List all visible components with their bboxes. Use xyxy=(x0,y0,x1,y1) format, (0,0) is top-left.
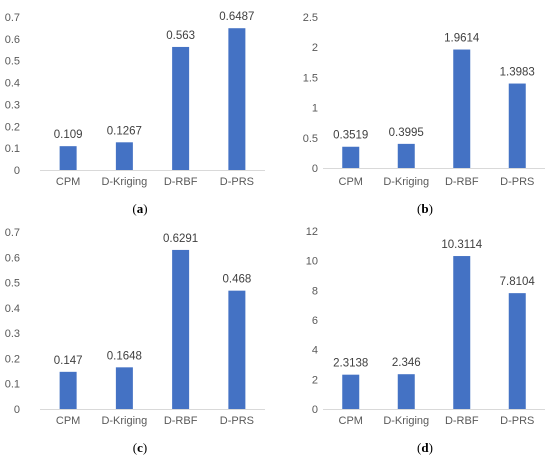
y-tick-label: 4 xyxy=(312,345,318,357)
y-tick-label: 0 xyxy=(312,404,318,416)
chart-panel-a: 0 0.1 0.2 0.3 0.4 0.5 0.6 0.7 0.109 0.1267 0.563 0.… xyxy=(5,11,265,216)
bar xyxy=(228,28,246,171)
data-label: 1.3983 xyxy=(500,67,535,79)
data-label: 0.1648 xyxy=(107,350,142,362)
category-label: D-Kriging xyxy=(101,176,147,188)
data-label: 0.147 xyxy=(54,355,83,367)
data-label: 2.3138 xyxy=(333,358,368,370)
y-tick-label: 2 xyxy=(312,374,318,386)
category-label: D-RBF xyxy=(445,176,479,188)
category-label: D-PRS xyxy=(500,415,534,427)
bar xyxy=(228,290,246,409)
y-tick-label: 0.5 xyxy=(5,56,20,68)
y-tick-label: 0.3 xyxy=(5,99,20,111)
category-label: D-PRS xyxy=(500,176,534,188)
category-label: CPM xyxy=(339,415,363,427)
y-tick-label: 1 xyxy=(312,103,318,115)
bar xyxy=(59,146,77,170)
bar xyxy=(342,374,360,409)
bar xyxy=(453,256,471,409)
data-label: 2.346 xyxy=(392,357,421,369)
y-tick-label: 0 xyxy=(14,404,20,416)
y-tick-label: 12 xyxy=(306,226,318,238)
bar xyxy=(342,146,360,168)
y-tick-label: 2 xyxy=(312,42,318,54)
y-tick-label: 0.4 xyxy=(5,303,20,315)
category-label: D-PRS xyxy=(220,415,254,427)
y-tick-label: 0.1 xyxy=(5,143,20,155)
y-tick-label: 0.7 xyxy=(5,227,20,239)
category-label: D-RBF xyxy=(164,415,198,427)
category-label: CPM xyxy=(56,176,80,188)
chart-panel-b: 0 0.5 1 1.5 2 2.5 0.3519 0.3995 1.9614 1.3983 CPM D… xyxy=(303,12,545,216)
y-tick-label: 0.6 xyxy=(5,34,20,46)
subcaption-d: (d) xyxy=(417,440,433,455)
category-label: D-Kriging xyxy=(383,415,429,427)
y-tick-label: 0.2 xyxy=(5,121,20,133)
bar xyxy=(508,83,526,168)
bar xyxy=(172,249,190,409)
y-tick-label: 0.7 xyxy=(5,12,20,24)
bar xyxy=(115,367,133,409)
bar xyxy=(115,142,133,170)
y-tick-label: 0.4 xyxy=(5,78,20,90)
subcaption-b: (b) xyxy=(417,201,433,216)
category-label: CPM xyxy=(56,415,80,427)
data-label: 10.3114 xyxy=(441,239,482,251)
data-label: 1.9614 xyxy=(444,33,480,45)
data-label: 0.468 xyxy=(222,274,251,286)
bar xyxy=(397,374,415,409)
subcaption-c: (c) xyxy=(133,440,147,455)
bar xyxy=(172,46,190,170)
y-tick-label: 0.3 xyxy=(5,328,20,340)
y-tick-label: 2.5 xyxy=(303,12,318,24)
data-label: 0.3995 xyxy=(389,127,424,139)
y-tick-label: 6 xyxy=(312,315,318,327)
y-tick-label: 8 xyxy=(312,285,318,297)
bar xyxy=(453,49,471,168)
chart-panel-d: 0 2 4 6 8 10 12 2.3138 2.346 10.3114 7.8104 CPM D-Kr… xyxy=(306,226,545,455)
y-tick-label: 0.2 xyxy=(5,353,20,365)
y-tick-label: 0.1 xyxy=(5,379,20,391)
category-label: D-Kriging xyxy=(383,176,429,188)
category-label: D-RBF xyxy=(164,176,198,188)
bar xyxy=(397,143,415,168)
y-tick-label: 0 xyxy=(312,163,318,175)
y-tick-label: 0.5 xyxy=(5,278,20,290)
data-label: 0.6291 xyxy=(163,233,198,245)
bar xyxy=(508,293,526,409)
data-label: 0.109 xyxy=(54,129,83,141)
chart-panel-c: 0 0.1 0.2 0.3 0.4 0.5 0.6 0.7 0.147 0.1648 0.6291 0… xyxy=(5,227,265,455)
y-tick-label: 10 xyxy=(306,256,318,268)
category-label: CPM xyxy=(339,176,363,188)
category-label: D-RBF xyxy=(445,415,479,427)
subcaption-a: (a) xyxy=(132,201,147,216)
data-label: 0.1267 xyxy=(107,125,142,137)
y-tick-label: 0.6 xyxy=(5,252,20,264)
data-label: 7.8104 xyxy=(500,276,536,288)
y-tick-label: 0.5 xyxy=(303,133,318,145)
data-label: 0.6487 xyxy=(219,11,254,23)
category-label: D-Kriging xyxy=(101,415,147,427)
data-label: 0.563 xyxy=(166,30,195,42)
y-tick-label: 1.5 xyxy=(303,72,318,84)
y-tick-label: 0 xyxy=(14,165,20,177)
data-label: 0.3519 xyxy=(333,130,368,142)
category-label: D-PRS xyxy=(220,176,254,188)
bar xyxy=(59,371,77,409)
